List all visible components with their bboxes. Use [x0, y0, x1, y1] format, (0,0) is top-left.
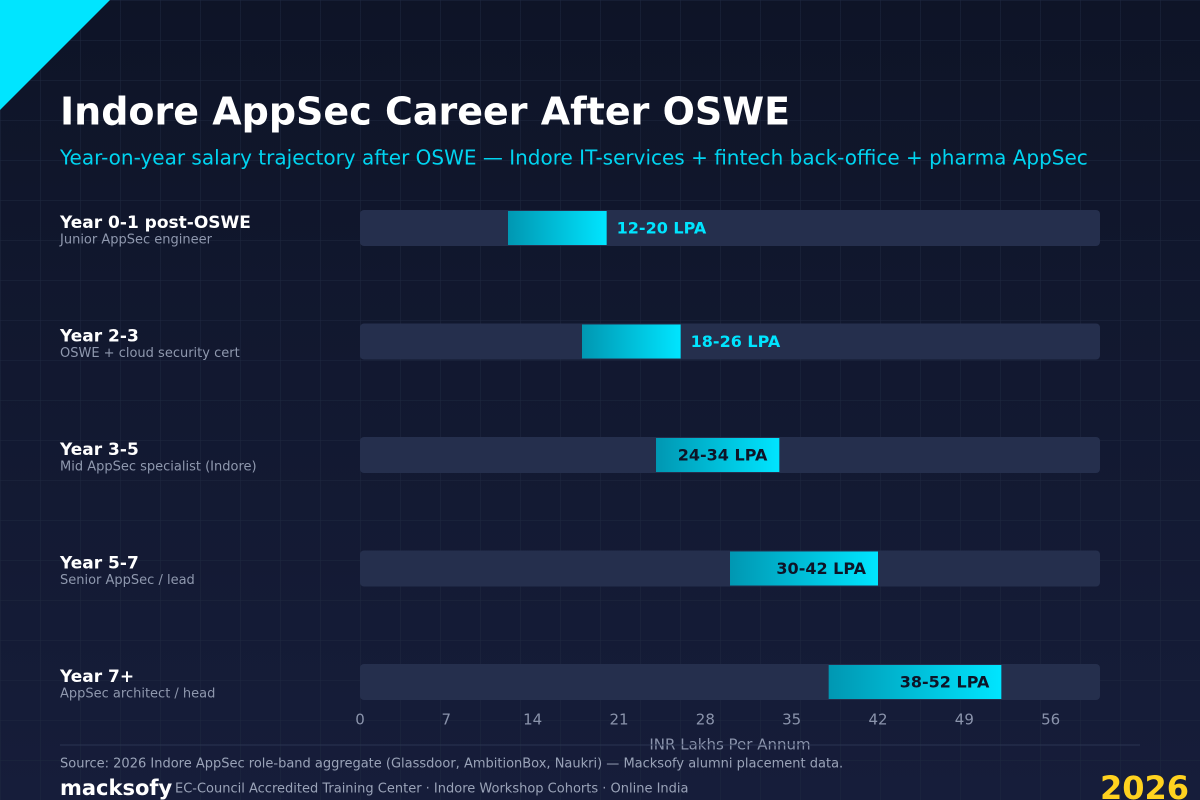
category-label: Year 5-7: [59, 554, 139, 574]
range-bar: [656, 438, 780, 472]
value-label: 24-34 LPA: [678, 446, 768, 465]
value-label: 18-26 LPA: [691, 332, 781, 351]
track: [360, 210, 1100, 246]
category-description: Mid AppSec specialist (Indore): [60, 460, 257, 475]
category-label: Year 3-5: [59, 440, 139, 460]
x-tick-label: 35: [782, 711, 801, 729]
x-tick-label: 28: [696, 711, 715, 729]
x-tick-label: 56: [1041, 711, 1060, 729]
value-label: 30-42 LPA: [776, 559, 866, 578]
track: [360, 323, 1100, 360]
category-label: Year 0-1 post-OSWE: [59, 213, 251, 233]
tagline: EC-Council Accredited Training Center · …: [175, 782, 688, 797]
category-description: Junior AppSec engineer: [59, 233, 213, 248]
category-description: OSWE + cloud security cert: [60, 346, 240, 361]
x-tick-label: 49: [955, 711, 974, 729]
range-bar: [582, 324, 681, 359]
brand: macksofy: [60, 776, 173, 800]
range-bar: [828, 665, 1002, 699]
chart-title: Indore AppSec Career After OSWE: [60, 90, 790, 134]
category-description: Senior AppSec / lead: [60, 573, 195, 588]
corner-accent: [0, 0, 110, 110]
range-bar: [730, 551, 878, 586]
category-label: Year 7+: [59, 667, 134, 687]
category-label: Year 2-3: [59, 327, 139, 347]
chart-subtitle: Year-on-year salary trajectory after OSW…: [59, 146, 1088, 170]
x-tick-label: 14: [523, 711, 542, 729]
category-description: AppSec architect / head: [60, 687, 215, 702]
source-note: Source: 2026 Indore AppSec role-band agg…: [60, 757, 843, 772]
x-tick-label: 0: [355, 711, 365, 729]
x-tick-label: 21: [609, 711, 628, 729]
year-badge: 2026: [1100, 769, 1189, 800]
x-tick-label: 42: [868, 711, 887, 729]
value-label: 12-20 LPA: [617, 219, 707, 238]
range-bar: [508, 211, 607, 245]
x-tick-label: 7: [442, 711, 452, 729]
value-label: 38-52 LPA: [900, 673, 990, 692]
